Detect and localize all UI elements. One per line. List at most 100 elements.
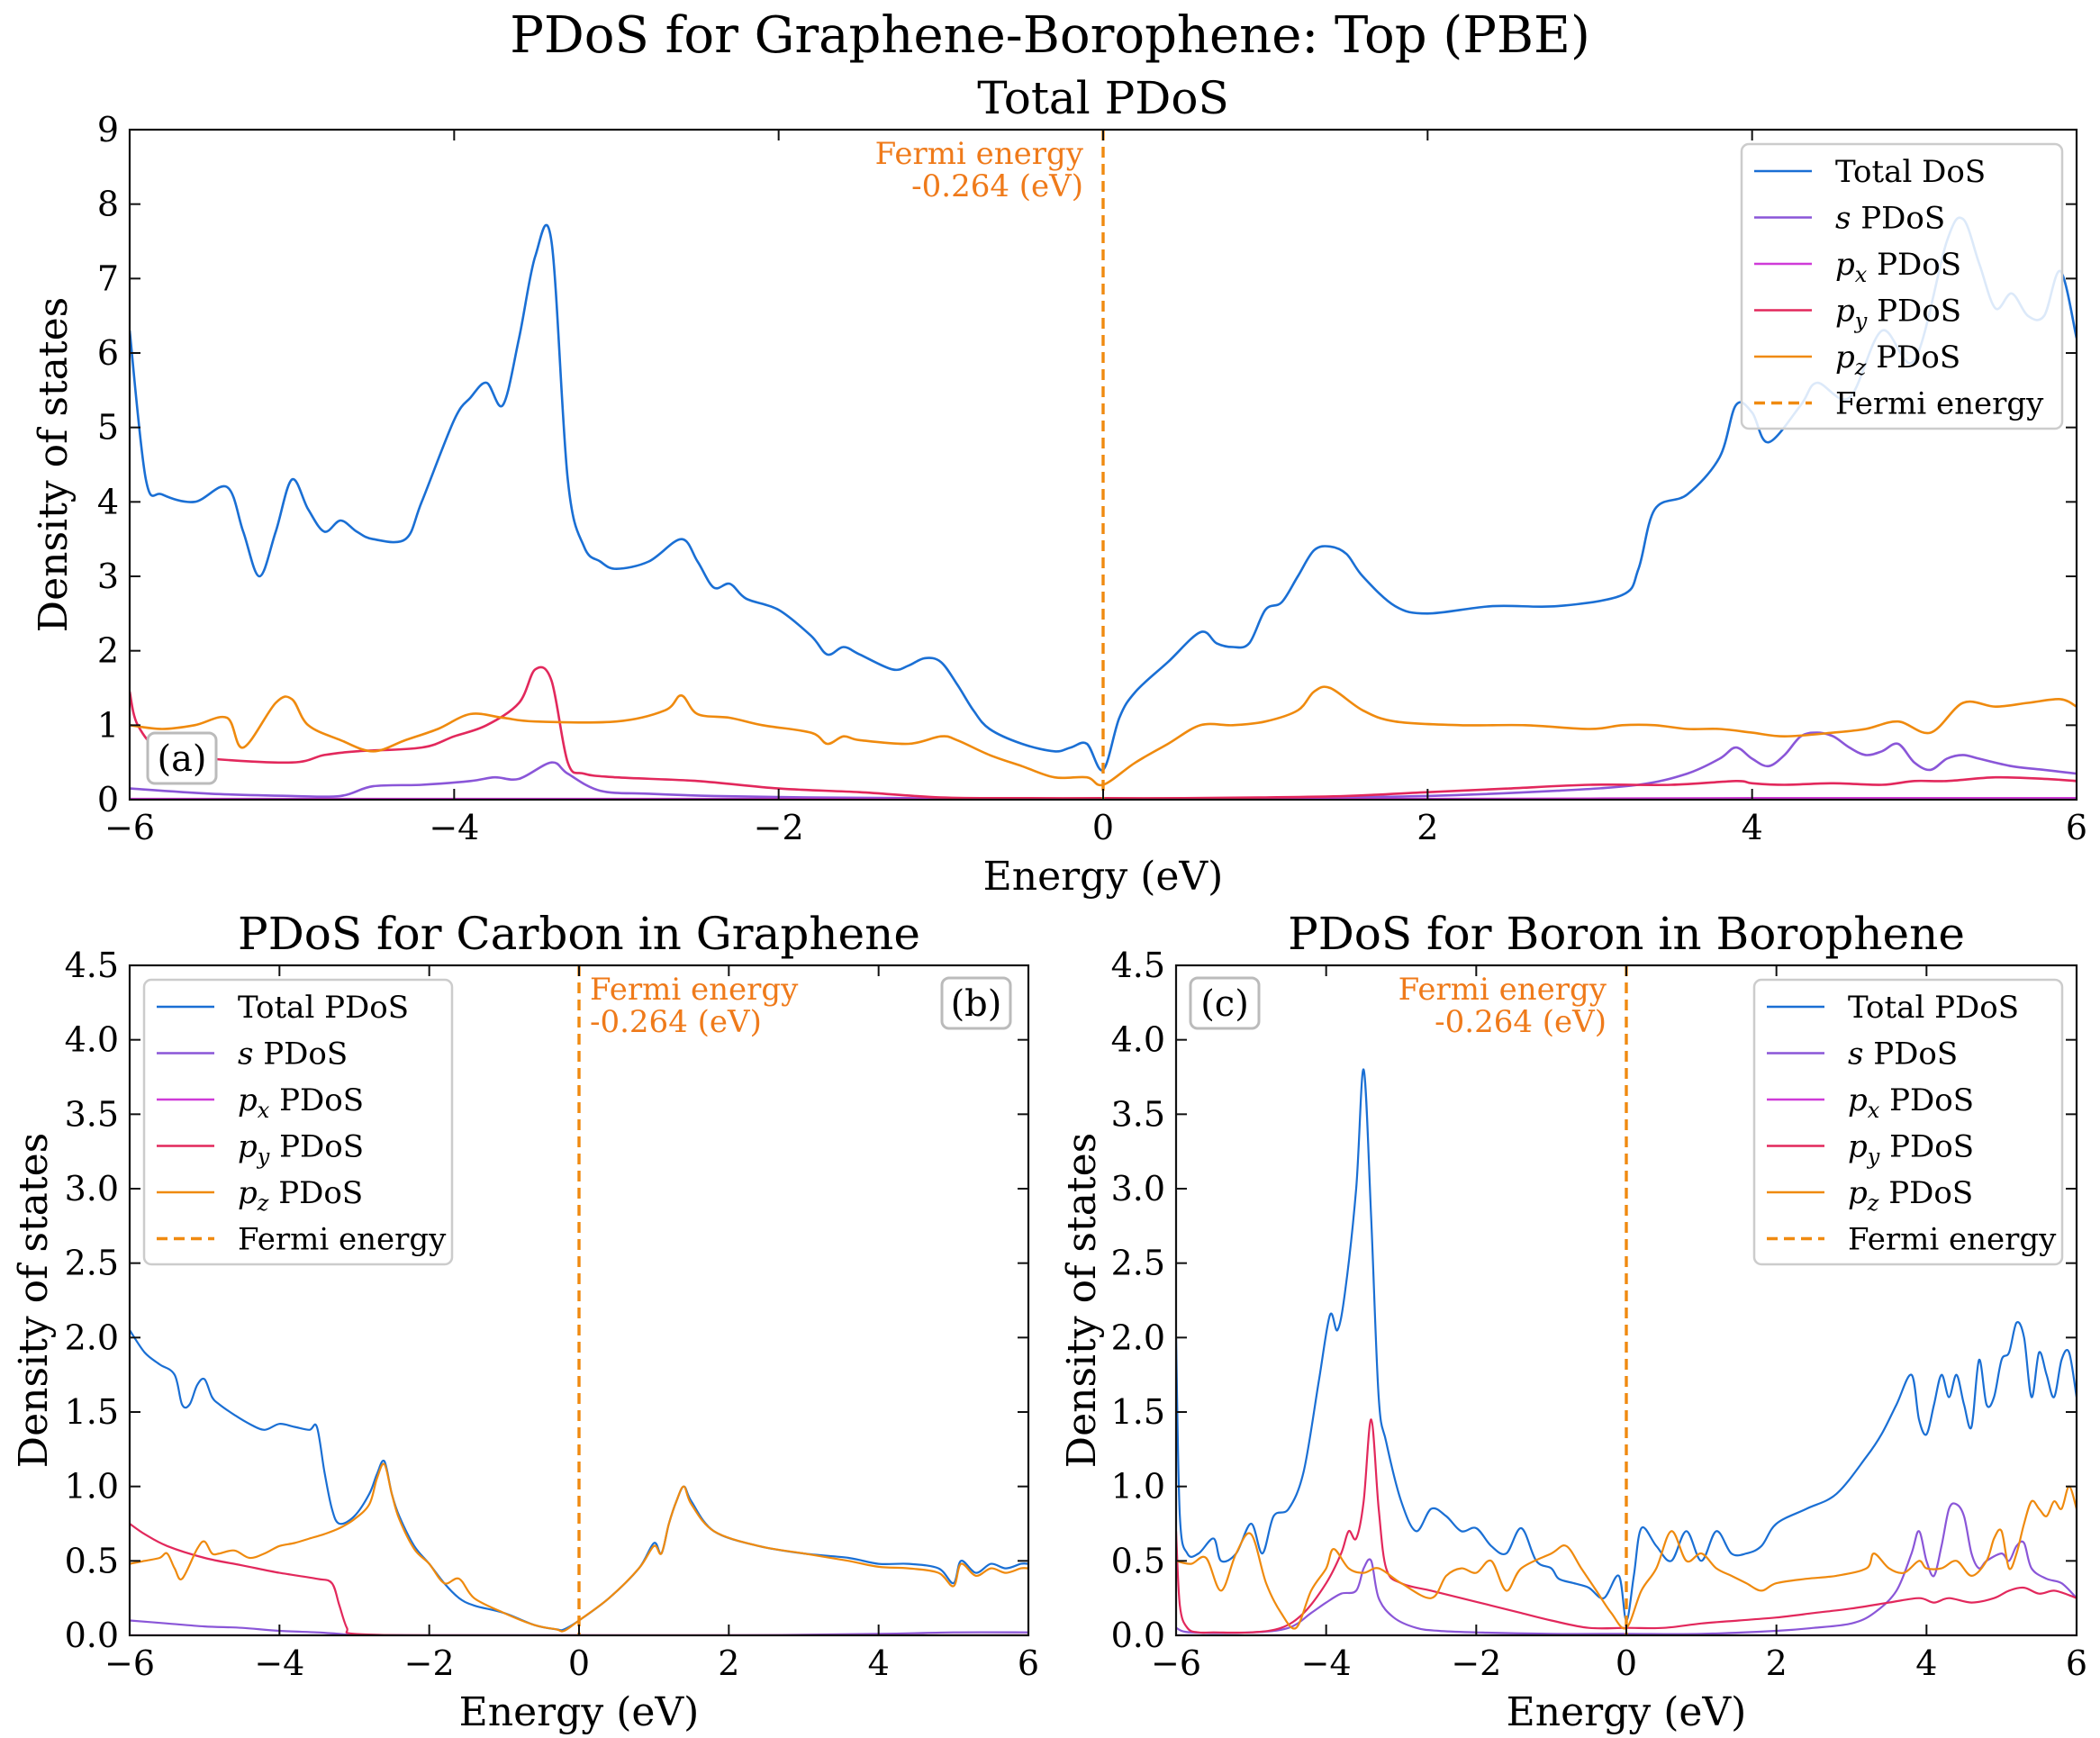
y-tick-label: 1.5: [65, 1392, 119, 1432]
legend-box: [1752, 978, 2064, 1266]
y-tick-label: 2: [97, 631, 119, 671]
y-tick-label: 0.5: [65, 1541, 119, 1580]
legend: Total PDoS s PDoS px PDoS py PDoS pz PDoS Fer…: [1752, 978, 2064, 1266]
series-pz-line: [1176, 1485, 2077, 1630]
legend-label-px: px PDoS: [1848, 1082, 1974, 1123]
x-tick-label: 6: [2066, 1643, 2087, 1683]
series-py-line: [130, 665, 2077, 800]
legend-label-pz: pz PDoS: [1835, 339, 1960, 380]
x-tick-label: 2: [1417, 808, 1438, 847]
x-tick-label: −4: [429, 808, 479, 847]
y-tick-label: 3.0: [65, 1169, 119, 1208]
figure-suptitle: PDoS for Graphene-Borophene: Top (PBE): [510, 6, 1590, 65]
y-tick-label: 9: [97, 110, 119, 149]
x-tick-label: 2: [1766, 1643, 1788, 1683]
x-tick-label: −6: [104, 808, 155, 847]
legend-label-total: Total DoS: [1835, 154, 1986, 190]
x-tick-label: 0: [568, 1643, 590, 1683]
legend-label-py: py PDoS: [238, 1129, 364, 1170]
legend-label-py: py PDoS: [1848, 1129, 1974, 1170]
x-tick-label: 4: [1915, 1643, 1937, 1683]
y-tick-label: 8: [97, 185, 119, 224]
y-tick-label: 5: [97, 408, 119, 448]
y-tick-label: 4: [97, 482, 119, 521]
legend-label-fermi: Fermi energy: [1835, 386, 2044, 422]
series-total-line: [130, 1329, 1028, 1632]
y-tick-label: 0.0: [1111, 1616, 1165, 1655]
legend-label-fermi: Fermi energy: [1848, 1222, 2057, 1258]
legend-label-pz: pz PDoS: [1848, 1175, 1973, 1216]
y-axis-label: Density of states: [11, 1133, 57, 1468]
panel-title: PDoS for Boron in Borophene: [1288, 908, 1965, 960]
x-tick-label: −2: [754, 808, 804, 847]
y-tick-label: 2.5: [1111, 1244, 1165, 1283]
y-tick-label: 6: [97, 333, 119, 373]
y-tick-label: 1.0: [1111, 1467, 1165, 1507]
legend: Total PDoS s PDoS px PDoS py PDoS pz PDoS Fer…: [142, 978, 454, 1266]
fermi-annotation-line2: -0.264 (eV): [911, 168, 1083, 204]
x-tick-label: 0: [1616, 1643, 1637, 1683]
series-s-line: [1176, 1502, 2077, 1635]
series-pz-line: [130, 1462, 1028, 1633]
series-s-line: [130, 731, 2077, 800]
legend-label-s: s PDoS: [1848, 1036, 1958, 1073]
x-axis-label: Energy (eV): [1507, 1689, 1747, 1735]
y-tick-label: 0.0: [65, 1616, 119, 1655]
series-pz-line: [130, 685, 2077, 787]
legend-label-pz: pz PDoS: [238, 1175, 363, 1216]
panel-title: PDoS for Carbon in Graphene: [238, 908, 920, 960]
y-tick-label: 3: [97, 557, 119, 596]
x-tick-label: −4: [254, 1643, 304, 1683]
panel-tag-box: [940, 976, 1012, 1030]
x-tick-label: 4: [1742, 808, 1763, 847]
panel-title: Total PDoS: [977, 72, 1228, 124]
y-tick-label: 4.5: [65, 946, 119, 985]
x-tick-label: 6: [2066, 808, 2087, 847]
y-tick-label: 3.5: [1111, 1094, 1165, 1134]
y-tick-label: 4.5: [1111, 946, 1165, 985]
panel-c: PDoS for Boron in Borophene Fermi energy -…: [1059, 908, 2087, 1735]
legend-label-total: Total PDoS: [1848, 990, 2019, 1026]
legend-label-fermi: Fermi energy: [238, 1222, 447, 1258]
x-tick-label: −2: [404, 1643, 455, 1683]
x-axis-label: Energy (eV): [983, 854, 1224, 900]
panel-tag: (a): [157, 738, 206, 780]
x-tick-label: 4: [868, 1643, 890, 1683]
legend-label-total: Total PDoS: [238, 990, 409, 1026]
y-axis-label: Density of states: [31, 297, 77, 632]
x-tick-label: −6: [1151, 1643, 1201, 1683]
legend: Total DoS s PDoS px PDoS py PDoS pz PDoS Ferm…: [1740, 142, 2064, 430]
legend-box: [1740, 142, 2064, 430]
y-tick-label: 0.5: [1111, 1541, 1165, 1580]
series-py-line: [1176, 1418, 2077, 1634]
y-tick-label: 0: [97, 780, 119, 819]
legend-label-px: px PDoS: [238, 1082, 364, 1123]
y-tick-label: 2.0: [65, 1317, 119, 1357]
panel-tag-box: [1189, 976, 1261, 1030]
y-tick-label: 7: [97, 258, 119, 298]
y-tick-label: 4.0: [65, 1020, 119, 1060]
x-tick-label: 2: [718, 1643, 739, 1683]
x-axis-label: Energy (eV): [459, 1689, 700, 1735]
legend-label-s: s PDoS: [1835, 201, 1945, 237]
fermi-annotation-line2: -0.264 (eV): [590, 1004, 762, 1040]
y-tick-label: 4.0: [1111, 1020, 1165, 1060]
y-tick-label: 1: [97, 705, 119, 745]
panel-tag: (c): [1200, 983, 1249, 1025]
panel-tag: (b): [951, 983, 1002, 1025]
fermi-annotation-line1: Fermi energy: [875, 136, 1084, 172]
x-tick-label: −2: [1451, 1643, 1501, 1683]
y-tick-label: 3.0: [1111, 1169, 1165, 1208]
y-tick-label: 1.5: [1111, 1392, 1165, 1432]
fermi-annotation-line2: -0.264 (eV): [1435, 1004, 1607, 1040]
panel-tag-box: [146, 731, 218, 785]
legend-label-s: s PDoS: [238, 1036, 348, 1073]
legend-label-py: py PDoS: [1835, 294, 1961, 334]
y-tick-label: 2.0: [1111, 1317, 1165, 1357]
x-tick-label: −4: [1301, 1643, 1352, 1683]
fermi-annotation-line1: Fermi energy: [590, 972, 799, 1008]
